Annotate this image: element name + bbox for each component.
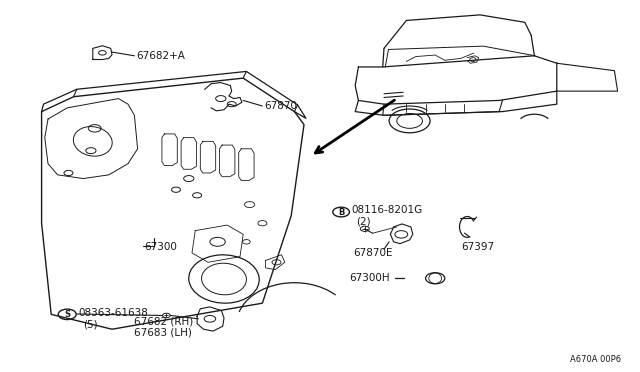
Text: 67870E: 67870E [353, 248, 393, 258]
Text: 67397: 67397 [461, 243, 494, 252]
Text: 67300: 67300 [144, 242, 177, 252]
Text: 08116-8201G: 08116-8201G [351, 205, 422, 215]
Text: 67682 (RH): 67682 (RH) [134, 317, 194, 327]
Text: B: B [338, 208, 344, 217]
Text: S: S [64, 310, 70, 319]
Text: (2): (2) [356, 217, 371, 226]
Text: 67870: 67870 [264, 101, 298, 111]
Text: 67300H: 67300H [349, 273, 389, 283]
Text: (5): (5) [83, 320, 98, 330]
Text: A670A 00P6: A670A 00P6 [570, 355, 621, 364]
Text: 67683 (LH): 67683 (LH) [134, 328, 192, 338]
Text: 67682+A: 67682+A [136, 51, 185, 61]
Text: 08363-61638: 08363-61638 [79, 308, 148, 318]
